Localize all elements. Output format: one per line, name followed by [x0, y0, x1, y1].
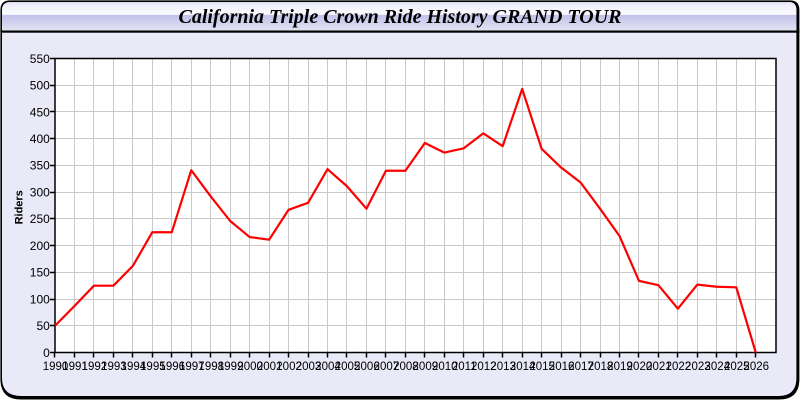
- svg-text:250: 250: [30, 212, 50, 226]
- svg-text:100: 100: [30, 292, 50, 306]
- svg-text:2011: 2011: [452, 361, 477, 373]
- svg-text:400: 400: [30, 132, 50, 146]
- svg-text:1990: 1990: [43, 361, 69, 373]
- svg-text:2013: 2013: [490, 361, 516, 373]
- svg-text:2003: 2003: [296, 361, 322, 373]
- svg-text:50: 50: [36, 319, 50, 333]
- svg-text:2001: 2001: [257, 361, 283, 373]
- svg-text:2008: 2008: [393, 361, 419, 373]
- svg-text:2012: 2012: [471, 361, 497, 373]
- svg-text:1995: 1995: [140, 361, 166, 373]
- svg-text:2005: 2005: [335, 361, 361, 373]
- svg-text:California Triple Crown Ride H: California Triple Crown Ride History GRA…: [179, 6, 622, 28]
- svg-text:2004: 2004: [315, 361, 341, 373]
- svg-text:2020: 2020: [627, 361, 653, 373]
- svg-text:2021: 2021: [646, 361, 672, 373]
- svg-text:Riders: Riders: [14, 190, 26, 224]
- svg-text:2014: 2014: [510, 361, 536, 373]
- svg-text:2002: 2002: [276, 361, 302, 373]
- svg-text:2000: 2000: [237, 361, 263, 373]
- svg-text:2023: 2023: [685, 361, 711, 373]
- svg-text:150: 150: [30, 266, 50, 280]
- svg-text:2024: 2024: [705, 361, 731, 373]
- svg-text:2010: 2010: [432, 361, 458, 373]
- svg-text:1999: 1999: [218, 361, 244, 373]
- svg-text:1998: 1998: [198, 361, 224, 373]
- svg-text:2018: 2018: [588, 361, 614, 373]
- svg-text:2006: 2006: [354, 361, 380, 373]
- svg-text:550: 550: [30, 52, 50, 66]
- svg-text:1994: 1994: [121, 361, 147, 373]
- svg-text:1993: 1993: [101, 361, 127, 373]
- svg-text:500: 500: [30, 79, 50, 93]
- svg-text:1997: 1997: [179, 361, 205, 373]
- svg-text:2015: 2015: [529, 361, 555, 373]
- svg-text:2022: 2022: [666, 361, 692, 373]
- svg-text:200: 200: [30, 239, 50, 253]
- svg-text:350: 350: [30, 159, 50, 173]
- svg-text:1996: 1996: [159, 361, 185, 373]
- svg-text:2019: 2019: [607, 361, 633, 373]
- svg-text:2009: 2009: [413, 361, 439, 373]
- svg-text:2007: 2007: [374, 361, 400, 373]
- svg-text:2017: 2017: [568, 361, 594, 373]
- svg-text:2026: 2026: [743, 361, 769, 373]
- svg-text:1992: 1992: [82, 361, 108, 373]
- svg-text:0: 0: [43, 346, 50, 360]
- svg-text:300: 300: [30, 185, 50, 199]
- svg-text:2016: 2016: [549, 361, 575, 373]
- svg-text:2025: 2025: [724, 361, 750, 373]
- svg-text:450: 450: [30, 105, 50, 119]
- svg-text:1991: 1991: [62, 361, 88, 373]
